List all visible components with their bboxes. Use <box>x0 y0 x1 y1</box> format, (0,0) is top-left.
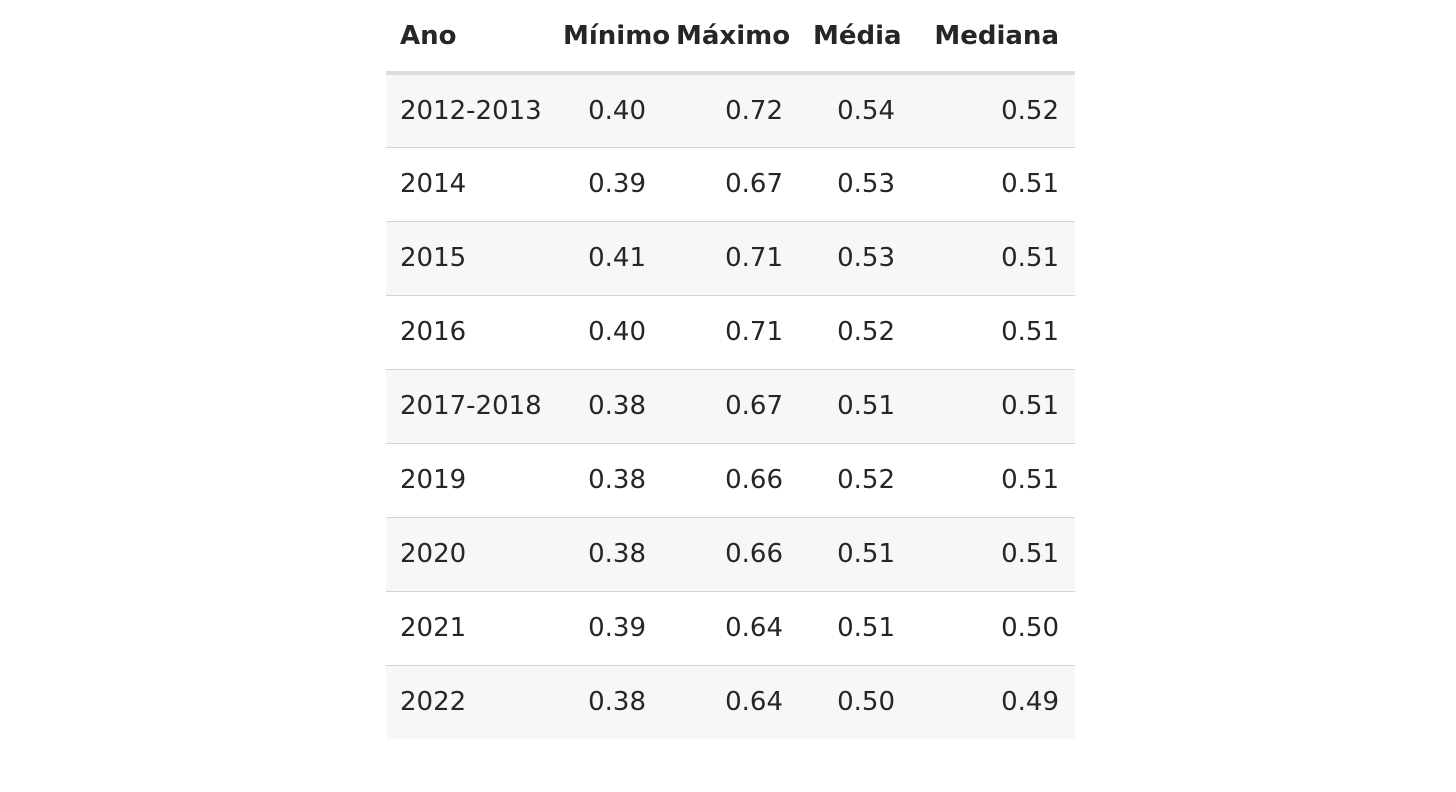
cell-media: 0.51 <box>799 369 911 444</box>
cell-ano: 2016 <box>386 295 549 370</box>
cell-media: 0.53 <box>799 147 911 222</box>
cell-media: 0.51 <box>799 517 911 592</box>
cell-media: 0.50 <box>799 665 911 739</box>
cell-mediana: 0.51 <box>911 147 1075 222</box>
cell-minimo: 0.39 <box>549 147 662 222</box>
header-row: Ano Mínimo Máximo Média Mediana <box>386 0 1075 75</box>
cell-mediana: 0.51 <box>911 295 1075 370</box>
cell-mediana: 0.51 <box>911 443 1075 518</box>
cell-ano: 2017-2018 <box>386 369 549 444</box>
cell-ano: 2021 <box>386 591 549 666</box>
cell-maximo: 0.66 <box>662 517 799 592</box>
cell-minimo: 0.38 <box>549 369 662 444</box>
header-mediana: Mediana <box>911 0 1075 75</box>
table-row: 2016 0.40 0.71 0.52 0.51 <box>386 295 1075 370</box>
table-row: 2021 0.39 0.64 0.51 0.50 <box>386 591 1075 666</box>
table-row: 2022 0.38 0.64 0.50 0.49 <box>386 665 1075 739</box>
stats-table: Ano Mínimo Máximo Média Mediana 2012-201… <box>386 0 1075 739</box>
cell-minimo: 0.39 <box>549 591 662 666</box>
header-maximo: Máximo <box>662 0 799 75</box>
stats-table-container: Ano Mínimo Máximo Média Mediana 2012-201… <box>386 0 1075 739</box>
cell-minimo: 0.38 <box>549 443 662 518</box>
cell-media: 0.54 <box>799 73 911 148</box>
cell-ano: 2014 <box>386 147 549 222</box>
cell-minimo: 0.40 <box>549 295 662 370</box>
cell-minimo: 0.38 <box>549 665 662 739</box>
cell-media: 0.51 <box>799 591 911 666</box>
cell-maximo: 0.71 <box>662 221 799 296</box>
cell-mediana: 0.49 <box>911 665 1075 739</box>
table-row: 2015 0.41 0.71 0.53 0.51 <box>386 221 1075 296</box>
table-body: 2012-2013 0.40 0.72 0.54 0.52 2014 0.39 … <box>386 73 1075 739</box>
cell-media: 0.52 <box>799 295 911 370</box>
cell-minimo: 0.41 <box>549 221 662 296</box>
cell-mediana: 0.51 <box>911 221 1075 296</box>
cell-maximo: 0.72 <box>662 73 799 148</box>
cell-maximo: 0.66 <box>662 443 799 518</box>
table-row: 2019 0.38 0.66 0.52 0.51 <box>386 443 1075 518</box>
cell-ano: 2012-2013 <box>386 73 549 148</box>
header-media: Média <box>799 0 911 75</box>
cell-media: 0.52 <box>799 443 911 518</box>
cell-minimo: 0.38 <box>549 517 662 592</box>
cell-maximo: 0.67 <box>662 369 799 444</box>
cell-minimo: 0.40 <box>549 73 662 148</box>
cell-ano: 2015 <box>386 221 549 296</box>
cell-maximo: 0.71 <box>662 295 799 370</box>
table-row: 2012-2013 0.40 0.72 0.54 0.52 <box>386 73 1075 148</box>
cell-ano: 2022 <box>386 665 549 739</box>
cell-mediana: 0.50 <box>911 591 1075 666</box>
header-ano: Ano <box>386 0 549 75</box>
table-header: Ano Mínimo Máximo Média Mediana <box>386 0 1075 75</box>
table-row: 2020 0.38 0.66 0.51 0.51 <box>386 517 1075 592</box>
table-row: 2017-2018 0.38 0.67 0.51 0.51 <box>386 369 1075 444</box>
cell-mediana: 0.51 <box>911 369 1075 444</box>
header-minimo: Mínimo <box>549 0 670 75</box>
cell-mediana: 0.52 <box>911 73 1075 148</box>
cell-maximo: 0.67 <box>662 147 799 222</box>
cell-ano: 2020 <box>386 517 549 592</box>
cell-ano: 2019 <box>386 443 549 518</box>
cell-mediana: 0.51 <box>911 517 1075 592</box>
cell-maximo: 0.64 <box>662 665 799 739</box>
cell-maximo: 0.64 <box>662 591 799 666</box>
cell-media: 0.53 <box>799 221 911 296</box>
table-row: 2014 0.39 0.67 0.53 0.51 <box>386 147 1075 222</box>
